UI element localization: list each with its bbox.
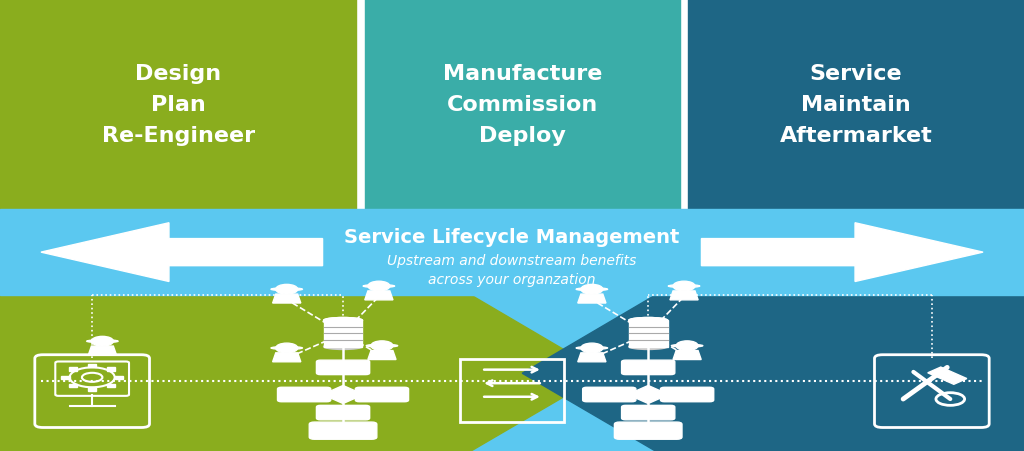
Ellipse shape [629,318,668,323]
FancyBboxPatch shape [583,387,636,402]
Bar [70,368,78,371]
Circle shape [275,343,298,353]
Ellipse shape [324,344,362,350]
Text: Service Lifecycle Management: Service Lifecycle Management [344,228,680,247]
Ellipse shape [324,318,362,323]
Ellipse shape [672,345,702,347]
Text: Upstream and downstream benefits
across your organzation: Upstream and downstream benefits across … [387,253,637,286]
Polygon shape [670,291,698,300]
FancyBboxPatch shape [309,422,377,439]
Bar [70,384,78,387]
Ellipse shape [629,344,668,350]
Polygon shape [323,386,364,404]
Bar [324,321,362,347]
FancyBboxPatch shape [660,387,714,402]
FancyBboxPatch shape [622,405,675,420]
Polygon shape [578,295,606,304]
FancyBboxPatch shape [316,405,370,420]
Polygon shape [628,386,669,404]
Circle shape [676,341,698,351]
Polygon shape [522,295,799,451]
FancyBboxPatch shape [316,360,370,375]
Text: Service
Maintain
Aftermarket: Service Maintain Aftermarket [779,64,933,146]
FancyBboxPatch shape [278,387,331,402]
Ellipse shape [324,318,362,323]
Circle shape [581,285,603,295]
Bar [115,376,123,379]
Polygon shape [88,346,117,355]
Bar [688,295,1024,451]
Bar [106,368,115,371]
Ellipse shape [629,318,668,323]
Polygon shape [41,223,323,282]
Ellipse shape [669,285,699,288]
Polygon shape [272,295,301,304]
Polygon shape [701,223,983,282]
Circle shape [275,285,298,295]
Bar [88,387,96,391]
Circle shape [581,343,603,353]
Polygon shape [673,351,701,360]
Bar [365,0,680,210]
Bar [61,376,70,379]
Polygon shape [578,353,606,362]
Polygon shape [272,353,301,362]
Ellipse shape [367,345,397,347]
FancyBboxPatch shape [355,387,409,402]
Bar [0,0,356,210]
Ellipse shape [271,347,302,350]
Bar [0,210,1024,295]
Ellipse shape [87,340,118,343]
Bar [688,0,1024,210]
Bar [88,364,96,368]
Circle shape [368,281,390,291]
Bar [106,384,115,387]
Bar [356,295,688,451]
Ellipse shape [364,285,394,288]
Circle shape [673,281,695,291]
Polygon shape [225,295,604,451]
Ellipse shape [271,288,302,291]
Ellipse shape [577,347,607,350]
Ellipse shape [577,288,607,291]
Circle shape [371,341,393,351]
Polygon shape [365,291,393,300]
Circle shape [91,336,114,346]
Bar [0,295,356,451]
Text: Manufacture
Commission
Deploy: Manufacture Commission Deploy [442,64,602,146]
Bar [629,321,668,347]
Bar [928,367,967,384]
Polygon shape [368,351,396,360]
FancyBboxPatch shape [622,360,675,375]
FancyBboxPatch shape [614,422,682,439]
Text: Design
Plan
Re-Engineer: Design Plan Re-Engineer [101,64,255,146]
